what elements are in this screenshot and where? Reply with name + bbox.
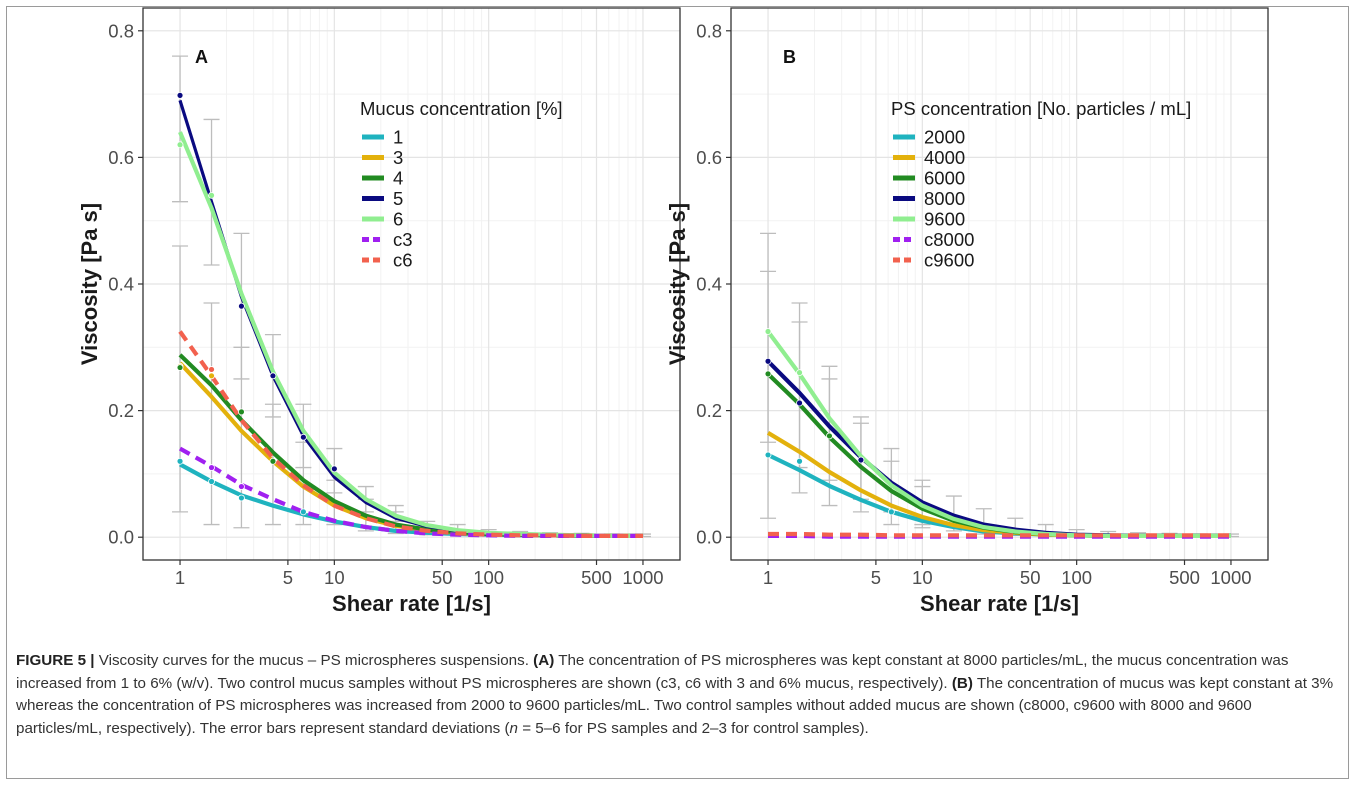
data-point-1 bbox=[299, 508, 307, 516]
x-tick-label: 1000 bbox=[1210, 567, 1251, 588]
y-tick-label: 0.6 bbox=[696, 147, 722, 168]
legend-label-4: 4 bbox=[393, 168, 403, 189]
y-tick-label: 0.4 bbox=[108, 274, 134, 295]
data-point-6000 bbox=[826, 432, 833, 440]
caption-figure-label: FIGURE 5 | bbox=[16, 652, 95, 669]
caption-panel-b-text-2: = 5–6 for PS samples and 2–3 for control… bbox=[517, 719, 869, 737]
data-point-1 bbox=[176, 457, 184, 465]
y-tick-label: 0.0 bbox=[108, 527, 134, 548]
data-point-2000 bbox=[796, 457, 803, 465]
y-tick-label: 0.8 bbox=[108, 20, 134, 41]
x-tick-label: 500 bbox=[581, 567, 612, 588]
legend-title: PS concentration [No. particles / mL] bbox=[891, 98, 1191, 119]
data-point-4 bbox=[176, 364, 184, 371]
chart-panel-b: 0.0 0.2 0.4 0.6 0.8 1 5 10 50 100 500 1000 Shear rat… bbox=[665, 7, 1269, 616]
panel-label: A bbox=[195, 47, 208, 67]
y-axis-title: Viscosity [Pa s] bbox=[665, 203, 690, 365]
data-point-4 bbox=[238, 408, 245, 416]
data-point-9600 bbox=[764, 328, 772, 335]
x-axis-title: Shear rate [1/s] bbox=[332, 591, 491, 616]
data-point-5 bbox=[269, 372, 277, 380]
legend-label-2000: 2000 bbox=[924, 127, 965, 148]
x-tick-label: 1 bbox=[175, 567, 185, 588]
caption-panel-a-text: The concentration of PS microspheres was… bbox=[16, 652, 1289, 692]
x-tick-label: 1000 bbox=[622, 567, 663, 588]
data-point-3 bbox=[208, 372, 215, 380]
series-line-4000 bbox=[766, 431, 1231, 538]
caption-panel-a-label: (A) bbox=[533, 652, 555, 669]
legend-label-9600: 9600 bbox=[924, 209, 965, 230]
legend-title: Mucus concentration [%] bbox=[360, 98, 563, 119]
legend-label-c9600: c9600 bbox=[924, 250, 974, 271]
series-line-6 bbox=[178, 131, 643, 538]
caption-intro: Viscosity curves for the mucus – PS micr… bbox=[94, 652, 534, 669]
x-axis-title: Shear rate [1/s] bbox=[920, 591, 1079, 616]
data-point-2000 bbox=[764, 451, 772, 459]
legend-label-c6: c6 bbox=[393, 250, 413, 271]
data-point-8000 bbox=[857, 456, 865, 464]
y-tick-label: 0.0 bbox=[696, 527, 722, 548]
data-point-1 bbox=[208, 478, 215, 485]
x-tick-label: 5 bbox=[871, 567, 881, 588]
legend-label-c8000: c8000 bbox=[924, 229, 974, 250]
caption-panel-b-text-1: The concentration of mucus was kept cons… bbox=[16, 674, 1334, 737]
data-point-6 bbox=[176, 141, 184, 149]
caption-panel-b-label: (B) bbox=[951, 674, 973, 692]
data-point-5 bbox=[299, 433, 307, 441]
series-line-4 bbox=[178, 353, 643, 538]
x-tick-label: 50 bbox=[432, 567, 453, 588]
x-tick-label: 100 bbox=[1061, 567, 1092, 588]
series-line-c9600 bbox=[768, 531, 1231, 538]
data-point-6 bbox=[208, 191, 215, 199]
x-tick-label: 500 bbox=[1169, 567, 1200, 588]
y-tick-label: 0.8 bbox=[696, 20, 722, 41]
series-line-3 bbox=[178, 361, 643, 538]
data-point-5 bbox=[238, 302, 245, 310]
legend-label-1: 1 bbox=[393, 127, 403, 148]
data-point-c3 bbox=[238, 483, 245, 490]
x-tick-label: 10 bbox=[324, 567, 345, 588]
data-point-9600 bbox=[796, 369, 803, 377]
y-tick-label: 0.6 bbox=[108, 147, 134, 168]
data-point-5 bbox=[330, 465, 338, 473]
chart-panel-a: 0.0 0.2 0.4 0.6 0.8 1 5 10 50 100 500 1000 Shear rat… bbox=[77, 7, 681, 616]
y-tick-label: 0.2 bbox=[108, 400, 134, 421]
figure-frame bbox=[6, 6, 1349, 779]
panel-label: B bbox=[783, 47, 796, 67]
x-tick-label: 5 bbox=[283, 567, 293, 588]
data-point-4 bbox=[269, 457, 277, 465]
y-axis-title: Viscosity [Pa s] bbox=[77, 203, 102, 365]
data-point-2000 bbox=[887, 508, 895, 516]
figure-caption: FIGURE 5 | Viscosity curves for the mucu… bbox=[16, 650, 1341, 740]
legend-label-6: 6 bbox=[393, 209, 403, 230]
data-point-8000 bbox=[796, 399, 803, 407]
data-point-6000 bbox=[764, 370, 772, 378]
data-point-c3 bbox=[208, 464, 215, 471]
legend-label-5: 5 bbox=[393, 188, 403, 209]
series-line-8000 bbox=[766, 359, 1231, 538]
caption-n-symbol: n bbox=[509, 719, 518, 737]
data-point-1 bbox=[238, 494, 245, 502]
legend-label-8000: 8000 bbox=[924, 188, 965, 209]
legend-label-6000: 6000 bbox=[924, 168, 965, 189]
x-tick-label: 100 bbox=[473, 567, 504, 588]
data-point-c6 bbox=[208, 366, 215, 373]
x-tick-label: 50 bbox=[1020, 567, 1041, 588]
data-point-8000 bbox=[764, 357, 772, 365]
y-tick-label: 0.4 bbox=[696, 274, 722, 295]
legend-label-3: 3 bbox=[393, 147, 403, 168]
y-tick-label: 0.2 bbox=[696, 400, 722, 421]
figure-charts: 0.0 0.2 0.4 0.6 0.8 1 5 10 50 100 500 1000 Shear rat… bbox=[77, 7, 1269, 616]
legend-label-4000: 4000 bbox=[924, 147, 965, 168]
x-tick-label: 1 bbox=[763, 567, 773, 588]
data-point-5 bbox=[176, 91, 184, 99]
series-line-6000 bbox=[766, 372, 1231, 538]
x-tick-label: 10 bbox=[912, 567, 933, 588]
legend-label-c3: c3 bbox=[393, 229, 413, 250]
series-line-c6 bbox=[178, 330, 643, 538]
series-line-2000 bbox=[767, 453, 1231, 538]
